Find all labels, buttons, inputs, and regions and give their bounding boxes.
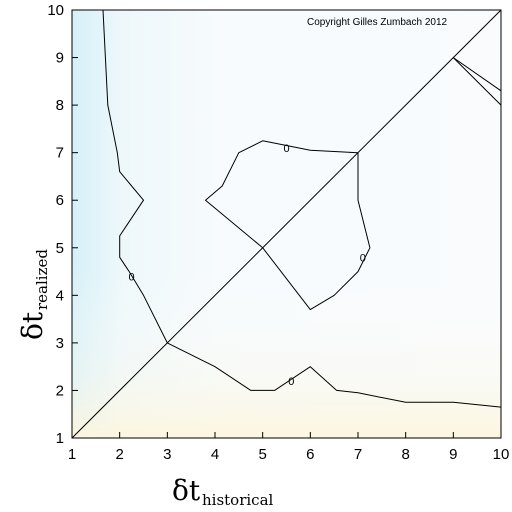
y-axis-title: δt realized xyxy=(16,249,51,340)
x-tick-label: 10 xyxy=(493,446,510,463)
y-tick-label: 3 xyxy=(56,335,64,352)
contour-label: 0 xyxy=(360,252,366,264)
y-tick-label: 6 xyxy=(56,192,64,209)
contour-label: 0 xyxy=(283,143,289,155)
y-tick-label: 2 xyxy=(56,382,64,399)
y-axis-symbol: δt xyxy=(16,311,49,340)
contour-label: 0 xyxy=(129,271,135,283)
x-tick-label: 3 xyxy=(163,446,171,463)
y-tick-label: 4 xyxy=(56,287,64,304)
x-axis-title: δt historical xyxy=(172,474,274,509)
contour-line-3 xyxy=(452,57,502,106)
y-tick-label: 1 xyxy=(56,430,64,447)
x-tick-label: 2 xyxy=(115,446,123,463)
x-tick-label: 4 xyxy=(211,446,219,463)
x-tick-label: 8 xyxy=(401,446,409,463)
diagonal-line xyxy=(71,9,502,439)
y-tick-label: 7 xyxy=(56,145,64,162)
copyright-text: Copyright Gilles Zumbach 2012 xyxy=(307,17,448,28)
y-tick-label: 10 xyxy=(47,2,64,19)
x-axis-symbol: δt xyxy=(172,474,201,507)
plot-frame xyxy=(71,9,502,439)
contour-line-1 xyxy=(205,140,371,311)
y-tick-label: 5 xyxy=(56,240,64,257)
contour-label: 0 xyxy=(288,376,294,388)
y-axis-subscript: realized xyxy=(33,249,51,310)
x-tick-label: 1 xyxy=(68,446,76,463)
contour-line-0 xyxy=(102,9,502,408)
x-tick-label: 6 xyxy=(306,446,314,463)
y-tick-label: 8 xyxy=(56,97,64,114)
contour-line-2 xyxy=(453,57,502,92)
x-tick-label: 5 xyxy=(258,446,266,463)
x-tick-label: 9 xyxy=(449,446,457,463)
y-tick-label: 9 xyxy=(56,50,64,67)
x-axis-subscript: historical xyxy=(202,491,274,509)
x-tick-label: 7 xyxy=(354,446,362,463)
